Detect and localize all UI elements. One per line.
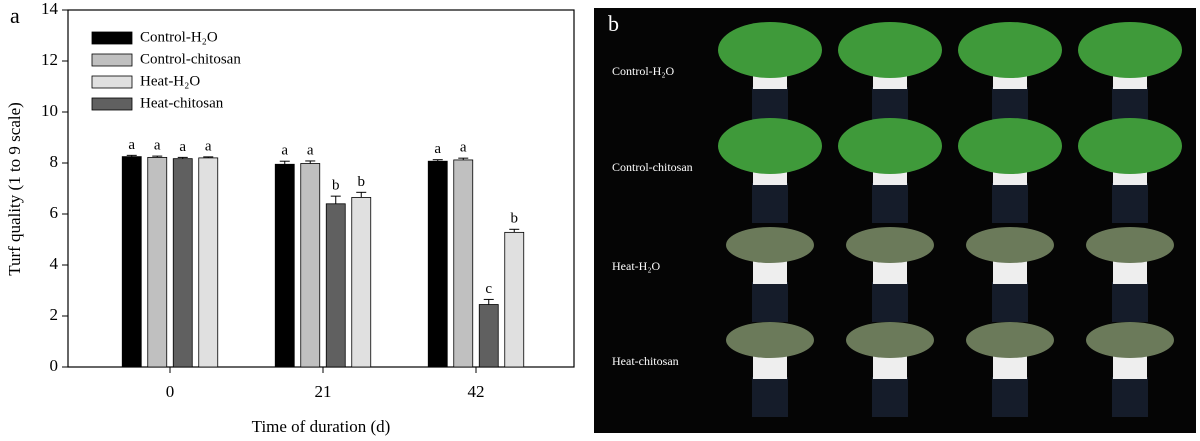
- turf: [966, 227, 1054, 263]
- significance-letter: a: [434, 141, 441, 157]
- y-tick-label: 8: [50, 152, 59, 171]
- y-axis-label: Turf quality (1 to 9 scale): [5, 102, 24, 276]
- significance-letter: a: [128, 137, 135, 153]
- turf: [846, 227, 934, 263]
- bar: [274, 163, 295, 368]
- turf: [1078, 22, 1182, 78]
- bar: [427, 160, 448, 368]
- pot-base: [872, 183, 908, 223]
- legend-label: Heat-H₂O: [140, 73, 200, 89]
- panel-label: b: [608, 11, 619, 36]
- significance-letter: a: [205, 138, 212, 154]
- significance-letter: c: [485, 281, 492, 297]
- turf: [1086, 227, 1174, 263]
- significance-letter: a: [460, 140, 467, 156]
- significance-letter: a: [281, 143, 288, 159]
- pot-base: [1112, 183, 1148, 223]
- bar: [478, 304, 499, 368]
- turf: [1078, 118, 1182, 174]
- significance-letter: b: [332, 178, 340, 194]
- x-axis-label: Time of duration (d): [252, 417, 391, 436]
- significance-letter: a: [179, 139, 186, 155]
- turf: [966, 322, 1054, 358]
- pot-base: [992, 183, 1028, 223]
- pot-base: [752, 183, 788, 223]
- pot-base: [1112, 282, 1148, 322]
- turf: [726, 227, 814, 263]
- y-tick-label: 6: [50, 203, 59, 222]
- legend-swatch: [91, 75, 133, 89]
- turf: [838, 22, 942, 78]
- bar: [504, 231, 525, 368]
- row-label: Control-chitosan: [612, 160, 693, 174]
- turf: [726, 322, 814, 358]
- pot-base: [1112, 377, 1148, 417]
- y-tick-label: 0: [50, 356, 59, 375]
- bar: [172, 158, 193, 368]
- legend-swatch: [91, 53, 133, 67]
- significance-letter: b: [358, 174, 366, 190]
- turf: [718, 22, 822, 78]
- plot-frame: [67, 9, 575, 368]
- row-label: Heat-H₂O: [612, 259, 660, 273]
- row-label: Heat-chitosan: [612, 354, 679, 368]
- y-tick-label: 10: [41, 101, 58, 120]
- pot-base: [992, 282, 1028, 322]
- bar: [147, 156, 168, 368]
- turf: [958, 118, 1062, 174]
- pot-base: [752, 377, 788, 417]
- turf: [958, 22, 1062, 78]
- legend-label: Heat-chitosan: [140, 95, 224, 111]
- significance-letter: a: [307, 142, 314, 158]
- x-tick-label: 42: [468, 382, 485, 401]
- bar: [300, 163, 321, 368]
- panel-label: a: [10, 3, 20, 28]
- bar: [351, 197, 372, 368]
- turf: [718, 118, 822, 174]
- significance-letter: b: [511, 211, 519, 227]
- legend-swatch: [91, 97, 133, 111]
- pot-base: [872, 282, 908, 322]
- bar: [325, 203, 346, 368]
- y-tick-label: 14: [41, 0, 59, 18]
- pot-base: [752, 282, 788, 322]
- legend-label: Control-chitosan: [140, 51, 241, 67]
- turf: [838, 118, 942, 174]
- bar: [121, 156, 142, 368]
- y-tick-label: 2: [50, 305, 59, 324]
- row-label: Control-H₂O: [612, 64, 675, 78]
- legend-swatch: [91, 31, 133, 45]
- x-tick-label: 0: [166, 382, 175, 401]
- turf: [846, 322, 934, 358]
- turf: [1086, 322, 1174, 358]
- legend-label: Control-H₂O: [140, 29, 218, 45]
- bar: [198, 157, 219, 368]
- y-tick-label: 12: [41, 50, 58, 69]
- significance-letter: a: [154, 138, 161, 154]
- pot-base: [872, 377, 908, 417]
- x-tick-label: 21: [315, 382, 332, 401]
- y-tick-label: 4: [50, 254, 59, 273]
- pot-base: [992, 377, 1028, 417]
- bar: [453, 159, 474, 368]
